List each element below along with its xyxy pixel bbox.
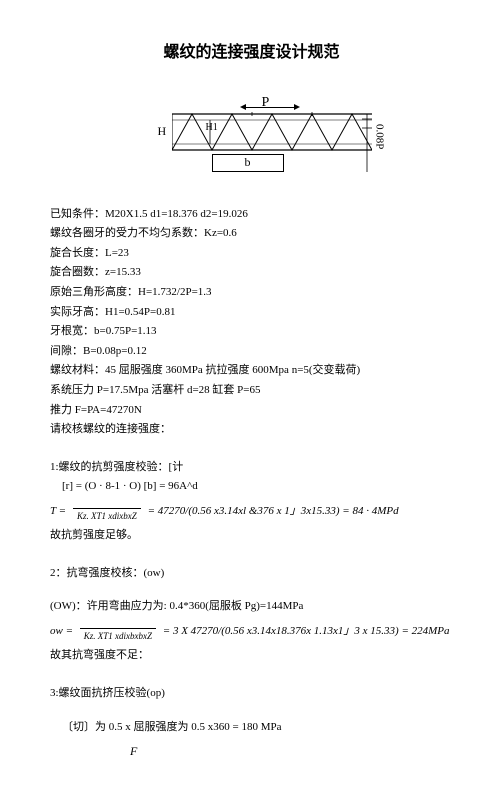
sec2-calc-right: = 3 X 47270/(0.56 x3.14x18.376x 1.13x1」3… (163, 625, 450, 637)
side-dim-svg (360, 114, 374, 174)
label-008P: 0.08P (374, 124, 388, 149)
given-line-11: 推力 F=PA=47270N (50, 402, 453, 420)
given-line-2: 螺纹各圈牙的受力不均匀系数：Kz=0.6 (50, 225, 453, 243)
given-line-9: 螺纹材料：45 屈服强度 360MPa 抗拉强度 600Mpa n=5(交变载荷… (50, 362, 453, 380)
sec1-frac: Kz. XT1 xdixbxZ (73, 500, 141, 523)
sec1-calc-right: = 47270/(0.56 x3.14xl &376 x 1」3x15.33) … (148, 505, 399, 517)
given-line-1: 已知条件：M20X1.5 d1=18.376 d2=19.026 (50, 206, 453, 224)
given-line-10: 系统压力 P=17.5Mpa 活塞杆 d=28 缸套 P=65 (50, 382, 453, 400)
label-H1: H1 (206, 120, 218, 136)
dim-P-arrow (240, 96, 300, 110)
given-line-5: 原始三角形高度：H=1.732/2P=1.3 (50, 284, 453, 302)
sec1-calc-left: T = (50, 505, 66, 517)
thread-diagram: P H H1 b 0.08P (112, 96, 392, 196)
given-line-7: 牙根宽：b=0.75P=1.13 (50, 323, 453, 341)
sec1-heading: 1:螺纹的抗剪强度校验：[计 (50, 459, 453, 477)
given-line-3: 旋合长度：L=23 (50, 245, 453, 263)
sec1-calc: T = Kz. XT1 xdixbxZ = 47270/(0.56 x3.14x… (50, 500, 453, 523)
sec3-line1: 〔切〕为 0.5 x 屈服强度为 0.5 x360 = 180 MPa (50, 719, 453, 737)
page-title: 螺纹的连接强度设计规范 (50, 40, 453, 66)
sec2-frac-den: Kz. XT1 xdixbxbxZ (80, 629, 156, 643)
label-b: b (212, 154, 284, 172)
sec2-conclusion: 故其抗弯强度不足： (50, 647, 453, 665)
truss-svg (172, 112, 372, 152)
sec1-frac-den: Kz. XT1 xdixbxZ (73, 509, 141, 523)
given-line-12: 请校核螺纹的连接强度： (50, 421, 453, 439)
sec3-F: F (50, 742, 453, 761)
sec2-calc: ow = Kz. XT1 xdixbxbxZ = 3 X 47270/(0.56… (50, 620, 453, 643)
given-line-8: 间隙：B=0.08p=0.12 (50, 343, 453, 361)
sec2-frac: Kz. XT1 xdixbxbxZ (80, 620, 156, 643)
given-line-6: 实际牙高：H1=0.54P=0.81 (50, 304, 453, 322)
sec1-formula: [r] = (O · 8-1 · O) [b] = 96A^d (50, 478, 453, 496)
sec2-line1: (OW)：许用弯曲应力为: 0.4*360(屈服板 Pg)=144MPa (50, 598, 453, 616)
label-H: H (158, 122, 167, 141)
sec2-heading: 2：抗弯强度校核：(ow) (50, 565, 453, 583)
sec2-calc-left: ow = (50, 625, 73, 637)
given-line-4: 旋合圈数：z=15.33 (50, 264, 453, 282)
sec3-heading: 3:螺纹面抗挤压校验(op) (50, 685, 453, 703)
sec1-conclusion: 故抗剪强度足够。 (50, 527, 453, 545)
